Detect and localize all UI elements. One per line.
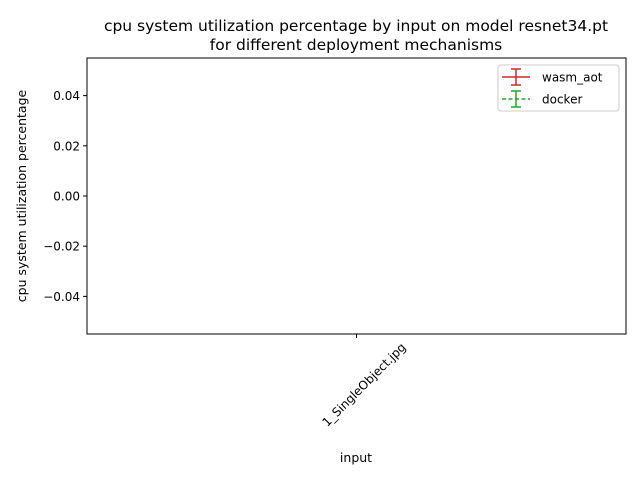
- y-tick-label: −0.02: [43, 240, 80, 254]
- chart-title-line-2: for different deployment mechanisms: [210, 36, 503, 54]
- y-tick-label: 0.04: [53, 89, 80, 103]
- y-axis-label: cpu system utilization percentage: [14, 89, 29, 302]
- y-axis-ticks: 0.04 0.02 0.00 −0.02 −0.04: [43, 89, 87, 304]
- legend-label-docker: docker: [542, 93, 582, 107]
- x-axis-label: input: [340, 450, 372, 465]
- y-tick-label: −0.04: [43, 290, 80, 304]
- y-tick-label: 0.02: [53, 139, 80, 153]
- y-tick-label: 0.00: [53, 190, 80, 204]
- legend-label-wasm_aot: wasm_aot: [542, 71, 603, 85]
- chart-title-line-1: cpu system utilization percentage by inp…: [104, 17, 608, 35]
